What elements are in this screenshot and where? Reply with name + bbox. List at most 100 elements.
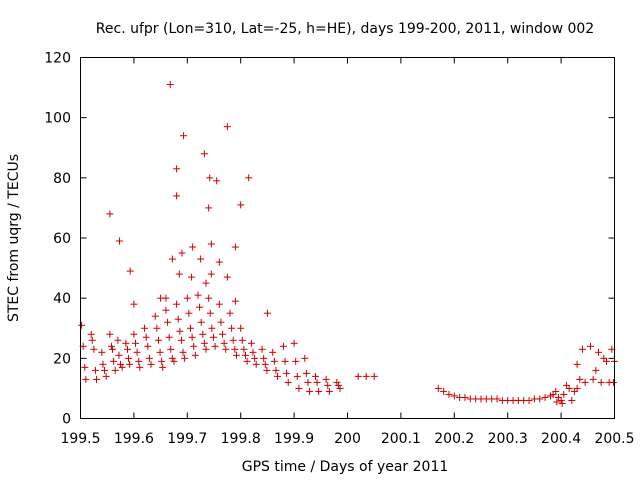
data-point bbox=[162, 294, 170, 302]
data-point bbox=[324, 381, 332, 389]
data-point bbox=[111, 366, 119, 374]
data-point bbox=[450, 392, 458, 400]
data-point bbox=[589, 375, 597, 383]
data-point bbox=[281, 357, 289, 365]
data-point bbox=[168, 255, 176, 263]
data-point bbox=[181, 354, 189, 362]
data-point bbox=[170, 357, 178, 365]
data-point bbox=[118, 363, 126, 371]
data-point bbox=[87, 330, 95, 338]
y-axis-label: STEC from uqrg / TECUs bbox=[6, 154, 22, 322]
data-point bbox=[552, 387, 560, 395]
data-point bbox=[102, 372, 110, 380]
data-point bbox=[178, 249, 186, 257]
data-point bbox=[283, 369, 291, 377]
x-tick-label: 199.8 bbox=[221, 431, 261, 447]
data-point bbox=[115, 237, 123, 245]
data-point bbox=[336, 384, 344, 392]
data-point bbox=[93, 375, 101, 383]
data-point bbox=[126, 360, 134, 368]
data-points bbox=[78, 81, 618, 407]
data-point bbox=[162, 306, 170, 314]
data-point bbox=[295, 384, 303, 392]
data-point bbox=[237, 201, 245, 209]
data-point bbox=[173, 192, 181, 200]
data-point bbox=[302, 369, 310, 377]
data-point bbox=[205, 294, 213, 302]
data-point bbox=[141, 324, 149, 332]
data-point bbox=[173, 300, 181, 308]
data-point bbox=[207, 240, 215, 248]
data-point bbox=[133, 348, 141, 356]
data-point bbox=[145, 354, 153, 362]
data-point bbox=[168, 354, 176, 362]
data-point bbox=[166, 81, 174, 89]
data-point bbox=[272, 366, 280, 374]
data-point bbox=[231, 243, 239, 251]
data-point bbox=[197, 255, 205, 263]
data-point bbox=[354, 372, 362, 380]
data-point bbox=[284, 378, 292, 386]
data-point bbox=[101, 366, 109, 374]
data-point bbox=[573, 384, 581, 392]
data-point bbox=[434, 384, 442, 392]
y-tick-label: 0 bbox=[62, 412, 71, 428]
data-point bbox=[213, 177, 221, 185]
data-point bbox=[82, 375, 90, 383]
data-point bbox=[525, 396, 533, 404]
data-point bbox=[220, 339, 228, 347]
data-point bbox=[274, 372, 282, 380]
data-point bbox=[165, 333, 173, 341]
data-point bbox=[322, 375, 330, 383]
data-point bbox=[200, 339, 208, 347]
data-point bbox=[270, 357, 278, 365]
data-point bbox=[106, 330, 114, 338]
data-point bbox=[199, 330, 207, 338]
data-point bbox=[237, 324, 245, 332]
data-point bbox=[115, 351, 123, 359]
x-tick-label: 199.6 bbox=[114, 431, 154, 447]
data-point bbox=[156, 348, 164, 356]
data-point bbox=[173, 165, 181, 173]
data-point bbox=[106, 210, 114, 218]
data-point bbox=[123, 345, 131, 353]
data-point bbox=[445, 390, 453, 398]
data-point bbox=[223, 273, 231, 281]
data-point bbox=[292, 357, 300, 365]
data-point bbox=[229, 336, 237, 344]
data-point bbox=[197, 318, 205, 326]
data-point bbox=[279, 342, 287, 350]
data-point bbox=[252, 360, 260, 368]
data-point bbox=[251, 354, 259, 362]
data-point bbox=[263, 366, 271, 374]
x-tick-label: 199.5 bbox=[60, 431, 100, 447]
data-point bbox=[81, 363, 89, 371]
data-point bbox=[196, 303, 204, 311]
data-point bbox=[109, 345, 117, 353]
data-point bbox=[243, 357, 251, 365]
data-point bbox=[362, 372, 370, 380]
data-point bbox=[215, 258, 223, 266]
data-point bbox=[78, 321, 86, 329]
data-point bbox=[205, 204, 213, 212]
data-point bbox=[164, 318, 172, 326]
data-point bbox=[586, 342, 594, 350]
data-point bbox=[222, 345, 230, 353]
data-point bbox=[200, 150, 208, 158]
data-point bbox=[313, 378, 321, 386]
data-point bbox=[176, 327, 184, 335]
data-point bbox=[333, 378, 341, 386]
data-point bbox=[151, 312, 159, 320]
y-tick-label: 40 bbox=[53, 291, 71, 307]
data-point bbox=[568, 396, 576, 404]
data-point bbox=[208, 324, 216, 332]
data-point bbox=[242, 351, 250, 359]
data-point bbox=[88, 336, 96, 344]
y-tick-label: 20 bbox=[53, 351, 71, 367]
data-point bbox=[226, 309, 234, 317]
data-point bbox=[167, 345, 175, 353]
data-point bbox=[207, 270, 215, 278]
data-point bbox=[304, 378, 312, 386]
x-axis-label: GPS time / Days of year 2011 bbox=[242, 459, 449, 475]
